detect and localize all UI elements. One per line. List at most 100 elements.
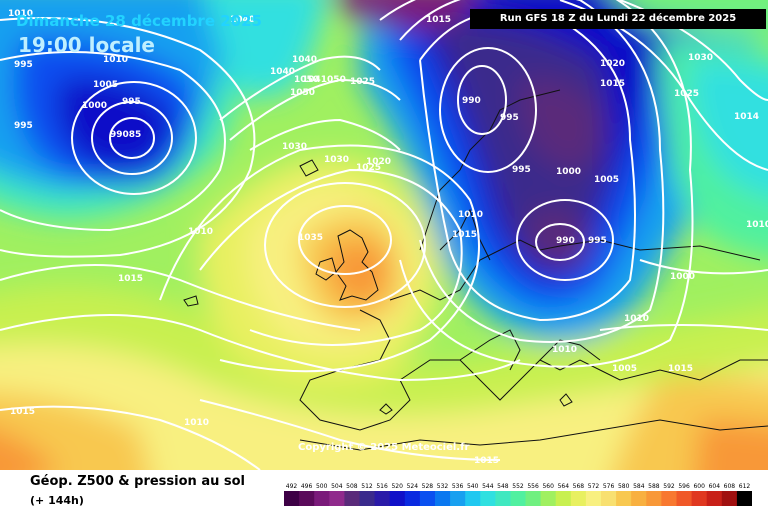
- scale-swatch: [585, 491, 602, 506]
- scale-tick-label: 604: [709, 483, 721, 490]
- pressure-label: 1010: [552, 345, 577, 355]
- scale-swatch: [419, 491, 436, 506]
- pressure-label: 1030: [688, 53, 713, 63]
- scale-tick-label: 540: [467, 483, 479, 490]
- pressure-label: 995: [14, 60, 33, 70]
- pressure-label: 1015: [118, 274, 143, 284]
- scale-tick-label: 588: [648, 483, 660, 490]
- pressure-labels: 995 1010 1010 1005 1000 995 995 99085 10…: [8, 9, 768, 466]
- pressure-label: 1015: [426, 15, 451, 25]
- scale-tick-label: 532: [437, 483, 449, 490]
- scale-tick-label: 600: [693, 483, 705, 490]
- scale-tick-label: 516: [376, 483, 388, 490]
- scale-swatch: [359, 491, 376, 506]
- pressure-label: 995: [588, 236, 607, 246]
- scale-swatch: [706, 491, 723, 506]
- pressure-label: 1035: [298, 233, 323, 243]
- coastlines: [183, 89, 768, 451]
- scale-tick-label: 596: [678, 483, 690, 490]
- scale-tick-label: 572: [588, 483, 600, 490]
- scale-tick-label: 512: [361, 483, 373, 490]
- pressure-label: 1010: [624, 314, 649, 324]
- scale-swatch: [314, 491, 330, 506]
- pressure-label: 995: [122, 97, 141, 107]
- model-run-label: Run GFS 18 Z du Lundi 22 décembre 2025: [470, 9, 766, 29]
- scale-swatch: [389, 491, 406, 506]
- pressure-label: 1020: [366, 157, 391, 167]
- forecast-lead-time: (+ 144h): [30, 494, 84, 507]
- geopotential-field: 995 1010 1010 1005 1000 995 995 99085 10…: [0, 0, 768, 470]
- pressure-label: 1015: [600, 79, 625, 89]
- pressure-label: 1005: [612, 364, 637, 374]
- scale-swatch: [329, 491, 345, 506]
- scale-tick-label: 524: [407, 483, 419, 490]
- scale-tick-label: 580: [618, 483, 630, 490]
- scale-tick-label: 504: [331, 483, 343, 490]
- scale-swatch: [601, 491, 617, 506]
- scale-tick-label: 500: [316, 483, 328, 490]
- scale-swatch: [480, 491, 496, 506]
- scale-swatch: [540, 491, 557, 506]
- pressure-label: 1010: [188, 227, 213, 237]
- isobars: [0, 0, 768, 470]
- pressure-label: 995: [500, 113, 519, 123]
- scale-tick-label: 592: [663, 483, 675, 490]
- forecast-date: Dimanche 28 décembre 2025: [16, 12, 262, 30]
- pressure-label: 1025: [674, 89, 699, 99]
- scale-tick-label: 536: [452, 483, 464, 490]
- scale-tick-label: 584: [633, 483, 645, 490]
- scale-tick-label: 528: [422, 483, 434, 490]
- pressure-label: 1015: [452, 230, 477, 240]
- scale-tick-label: 492: [286, 483, 298, 490]
- scale-swatch: [495, 491, 511, 506]
- scale-tick-label: 564: [558, 483, 570, 490]
- scale-swatch: [435, 491, 451, 506]
- scale-swatch: [284, 491, 300, 506]
- pressure-label: 1025: [356, 163, 381, 173]
- scale-tick-label: 568: [573, 483, 585, 490]
- scale-swatch: [661, 491, 677, 506]
- pressure-label: 995: [14, 121, 33, 131]
- pressure-label: 99085: [110, 130, 141, 140]
- scale-tick-label: 552: [512, 483, 524, 490]
- pressure-label: 1010: [184, 418, 209, 428]
- pressure-label: 1010: [458, 210, 483, 220]
- scale-swatch: [646, 491, 662, 506]
- scale-swatch: [570, 491, 587, 506]
- pressure-label: 1000: [82, 101, 107, 111]
- pressure-label: 1025: [350, 77, 375, 87]
- scale-swatch: [299, 491, 315, 506]
- pressure-label: 1030: [282, 142, 307, 152]
- copyright-text: Copyright © 2025 Meteociel.fr: [298, 442, 470, 453]
- pressure-label: 1040: [230, 15, 255, 25]
- pressure-label: 1015: [10, 407, 35, 417]
- scale-swatch: [510, 491, 527, 506]
- scale-swatch: [450, 491, 466, 506]
- scale-swatch: [555, 491, 572, 506]
- scale-swatch: [736, 491, 752, 506]
- map-title: Géop. Z500 & pression au sol: [30, 474, 245, 489]
- pressure-label: 1014: [734, 112, 759, 122]
- pressure-label: 1030: [324, 155, 349, 165]
- scale-swatch: [721, 491, 738, 506]
- scale-tick-label: 560: [542, 483, 554, 490]
- pressure-label: 1050: [294, 75, 319, 85]
- scale-swatch: [525, 491, 542, 506]
- scale-tick-label: 548: [497, 483, 509, 490]
- scale-tick-label: 612: [739, 483, 751, 490]
- scale-swatch: [374, 491, 391, 506]
- color-scale-legend: 492 496 500 504 508 512 516 520 524 528 532 536 540 5…: [284, 483, 752, 506]
- scale-swatch: [465, 491, 481, 506]
- scale-swatch: [691, 491, 708, 506]
- scale-swatch: [631, 491, 647, 506]
- scale-tick-label: 508: [346, 483, 358, 490]
- scale-tick-label: 496: [301, 483, 313, 490]
- pressure-label: 1015: [474, 456, 499, 466]
- pressure-label: 1010: [103, 55, 128, 65]
- scale-swatch: [404, 491, 421, 506]
- scale-swatch: [676, 491, 693, 506]
- pressure-label: 995: [512, 165, 531, 175]
- scale-swatch: [344, 491, 360, 506]
- pressure-label: 1015: [668, 364, 693, 374]
- pressure-label: 1040: [292, 55, 317, 65]
